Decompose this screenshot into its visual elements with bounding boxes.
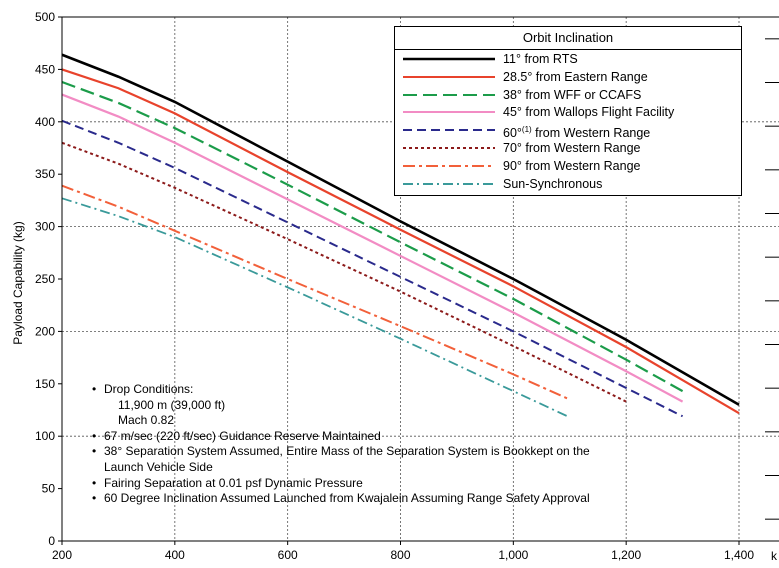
- series-line-1: [61, 53, 740, 406]
- series-layer: [61, 53, 740, 419]
- series-line-3: [61, 80, 684, 393]
- legend-label: Sun-Synchronous: [503, 176, 603, 191]
- x-tick-label: 1,000: [498, 548, 528, 562]
- legend-item: 38° from WFF or CCAFS: [395, 87, 741, 103]
- axes: 0 50 100 150 200 250 300 350 400 450 500 200 400 600 8…: [35, 10, 779, 562]
- legend-item: 90° from Western Range: [395, 158, 741, 174]
- legend-swatch: [403, 164, 495, 167]
- x-tick-label: 800: [390, 548, 410, 562]
- y-tick-label: 200: [35, 324, 55, 338]
- series-line-6: [61, 141, 627, 403]
- note-line: 67 m/sec (220 ft/sec) Guidance Reserve M…: [92, 429, 590, 445]
- legend-label: 38° from WFF or CCAFS: [503, 87, 642, 102]
- note-line: Launch Vehicle Side: [104, 459, 213, 474]
- legend-label: 11° from RTS: [503, 52, 578, 66]
- legend-title: Orbit Inclination: [395, 27, 741, 50]
- legend-item: 60°(1) from Western Range: [395, 122, 741, 141]
- legend-label: 60°(1) from Western Range: [503, 125, 651, 141]
- series-line-5: [61, 119, 684, 418]
- note-line: Drop Conditions:: [92, 382, 590, 398]
- x-tick-label: 1,400: [724, 548, 754, 562]
- x-tick-label: 400: [165, 548, 185, 562]
- legend-label: 45° from Wallops Flight Facility: [503, 105, 675, 120]
- legend-label: 90° from Western Range: [503, 158, 641, 173]
- note-line: 38° Separation System Assumed, Entire Ma…: [92, 444, 590, 460]
- legend-swatch: [403, 147, 495, 149]
- legend-label: 70° from Western Range: [503, 141, 641, 155]
- note-line: Fairing Separation at 0.01 psf Dynamic P…: [92, 476, 590, 492]
- y-tick-label: 250: [35, 272, 55, 286]
- legend-swatch: [403, 129, 495, 132]
- y-tick-label: 350: [35, 167, 55, 181]
- x-tick-label: 600: [278, 548, 298, 562]
- y-axis-label: Payload Capability (kg): [11, 221, 25, 344]
- y-tick-label: 400: [35, 115, 55, 129]
- legend-swatch: [403, 182, 495, 185]
- x-tick-label: 1,200: [611, 548, 641, 562]
- x-tick-label: 200: [52, 548, 72, 562]
- x-axis-label: k: [771, 549, 778, 563]
- legend-swatch: [403, 111, 495, 114]
- series-line-7: [61, 184, 571, 401]
- legend-item: 45° from Wallops Flight Facility: [395, 104, 741, 120]
- legend: Orbit Inclination 11° from RTS 28.5° from…: [394, 26, 742, 196]
- y-tick-label: 0: [48, 534, 55, 548]
- legend-item: 28.5° from Eastern Range: [395, 69, 741, 85]
- legend-swatch: [403, 93, 495, 96]
- y-tick-label: 500: [35, 10, 55, 24]
- legend-item: Sun-Synchronous: [395, 176, 741, 192]
- y-tick-label: 150: [35, 377, 55, 391]
- y-tick-label: 50: [42, 482, 56, 496]
- note-line: 11,900 m (39,000 ft): [118, 397, 226, 412]
- legend-swatch: [403, 75, 495, 78]
- series-line-4: [61, 93, 684, 403]
- legend-label: 28.5° from Eastern Range: [503, 69, 648, 84]
- legend-swatch: [403, 57, 495, 61]
- note-line: 60 Degree Inclination Assumed Launched f…: [92, 491, 590, 507]
- legend-item: 11° from RTS: [395, 51, 741, 67]
- y-tick-label: 100: [35, 429, 55, 443]
- note-line: Mach 0.82: [118, 413, 175, 428]
- notes-block: Drop Conditions:11,900 m (39,000 ft)Mach…: [92, 382, 590, 507]
- y-tick-label: 300: [35, 220, 55, 234]
- legend-item: 70° from Western Range: [395, 140, 741, 156]
- y-tick-label: 450: [35, 62, 55, 76]
- series-line-8: [61, 197, 571, 419]
- series-line-2: [61, 68, 740, 415]
